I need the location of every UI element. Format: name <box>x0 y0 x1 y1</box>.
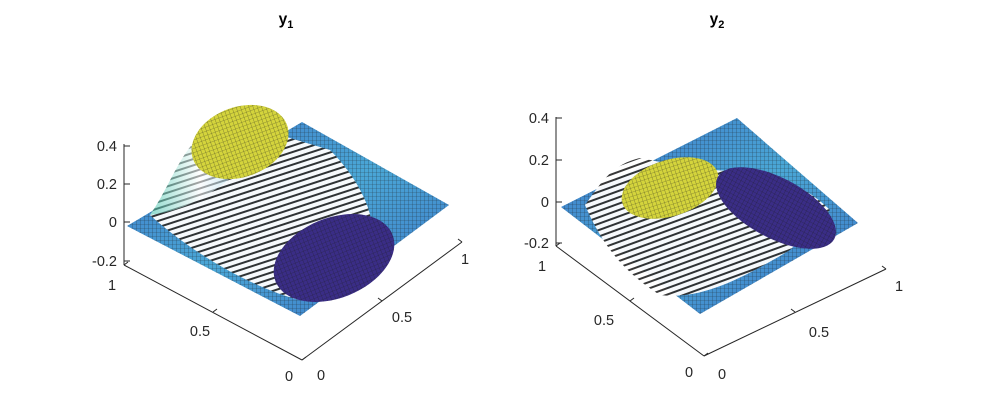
plot-y1-ztick-label: 0.4 <box>97 139 117 155</box>
plot-y1-xtick-mark-1 <box>457 238 463 243</box>
plot-y2-x-axis <box>703 268 887 357</box>
plot-y2-ytick-mark-0.5 <box>629 297 635 302</box>
plot-y2-ytick-label: 0 <box>685 365 693 381</box>
plot-y1-ztick-label: -0.2 <box>92 254 117 270</box>
plot-y2-title-sub: 2 <box>718 19 724 31</box>
plot-y2-ytick-label: 0.5 <box>594 313 614 329</box>
plot-y1-ztick-label: 0 <box>109 215 117 231</box>
plot-y2-xtick-label: 1 <box>895 279 903 295</box>
plot-y2-xtick-mark-0.5 <box>790 308 796 313</box>
plot-y1-surface <box>127 104 449 316</box>
plot-y2-ztick-label: 0.2 <box>529 153 549 169</box>
plot-y2-xtick-label: 0.5 <box>809 325 829 341</box>
plot-y1-ytick-label: 0 <box>285 369 293 385</box>
plot-y2-ytick-mark-0 <box>703 352 709 357</box>
plot-y2-ztick-label: -0.2 <box>524 236 549 252</box>
plot-y2-ytick-label: 1 <box>538 259 546 275</box>
plot-y1-ytick-mark-0.5 <box>212 308 218 313</box>
plot-y1-xtick-label: 1 <box>461 252 469 268</box>
plot-y1-ztick-label: 0.2 <box>97 177 117 193</box>
plot-y2-xtick-mark-1 <box>881 265 887 270</box>
plot-y1-xtick-mark-0.5 <box>377 297 383 302</box>
plot-y2-surface <box>561 118 858 314</box>
plot-y1-title: y1 <box>279 11 294 31</box>
plot-y1-ytick-label: 0.5 <box>190 324 210 340</box>
plot-y1-ytick-label: 1 <box>108 278 116 294</box>
plot-y1-xtick-label: 0 <box>317 368 325 384</box>
plot-y2-xtick-label: 0 <box>718 367 726 383</box>
plot-y2-ytick-mark-1 <box>555 242 561 247</box>
plot-y1-xtick-label: 0.5 <box>392 310 412 326</box>
plot-y1: y1 0.4 0.2 0 -0.2 1 0.5 0 0 0.5 1 <box>92 11 469 385</box>
plot-y2-ztick-label: 0.4 <box>529 111 549 127</box>
plot-y2: y2 0.4 0.2 0 -0.2 1 0.5 0 0 0.5 1 <box>524 11 903 383</box>
plot-y1-ytick-mark-1 <box>123 261 129 266</box>
plot-y1-title-base: y <box>279 11 288 28</box>
plot-y2-title-base: y <box>710 11 719 28</box>
plot-y1-y-axis <box>123 264 303 361</box>
plot-y2-ztick-label: 0 <box>541 195 549 211</box>
plot-y1-ytick-mark-0 <box>301 356 307 361</box>
plot-y1-title-sub: 1 <box>287 19 293 31</box>
plot-y2-title: y2 <box>710 11 725 31</box>
